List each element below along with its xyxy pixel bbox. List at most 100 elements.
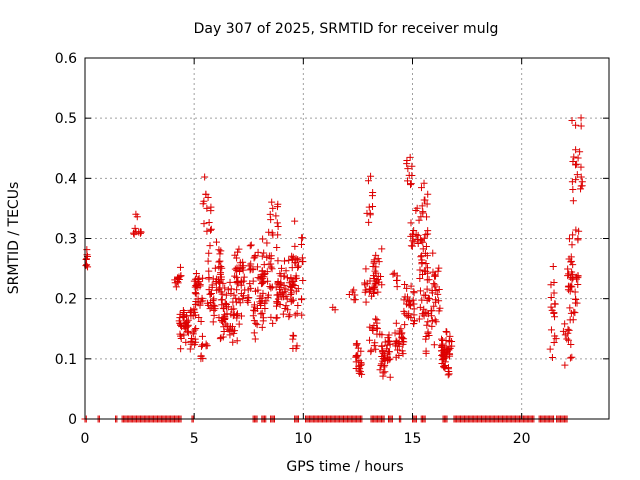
data-point <box>374 255 382 263</box>
data-point <box>393 338 401 346</box>
data-point <box>288 255 296 263</box>
data-point <box>424 190 432 198</box>
data-point <box>361 288 369 296</box>
data-point <box>197 318 205 326</box>
data-point <box>423 252 431 260</box>
data-point <box>276 301 284 309</box>
data-point <box>287 291 295 299</box>
data-point <box>213 238 221 246</box>
data-point <box>284 306 292 314</box>
data-point <box>398 347 406 355</box>
data-point <box>200 220 208 228</box>
data-point <box>410 305 418 313</box>
data-point <box>250 329 258 337</box>
data-point <box>362 265 370 273</box>
data-point <box>378 245 386 253</box>
data-point <box>404 165 412 173</box>
data-point <box>206 290 214 298</box>
data-point <box>203 227 211 235</box>
data-point <box>407 181 415 189</box>
data-point <box>429 268 437 276</box>
data-point <box>370 275 378 283</box>
data-point <box>236 299 244 307</box>
data-point <box>188 334 196 342</box>
data-point <box>569 261 577 269</box>
y-tick-label: 0.3 <box>55 232 77 248</box>
data-point <box>550 309 558 317</box>
data-point <box>391 340 399 348</box>
data-point <box>373 324 381 332</box>
data-point <box>351 296 359 304</box>
data-point <box>176 320 184 328</box>
data-point <box>385 331 393 339</box>
data-point <box>201 173 209 181</box>
data-point <box>438 342 446 350</box>
data-point <box>365 203 373 211</box>
data-point <box>566 304 574 312</box>
data-point <box>403 157 411 165</box>
data-point <box>416 303 424 311</box>
data-point <box>434 267 442 275</box>
data-point <box>267 313 275 321</box>
data-point <box>277 272 285 280</box>
data-point <box>240 292 248 300</box>
data-point <box>210 295 218 303</box>
data-point <box>258 267 266 275</box>
data-point <box>561 320 569 328</box>
data-point <box>392 319 400 327</box>
data-point <box>355 362 363 370</box>
data-point <box>217 247 225 255</box>
data-point <box>217 288 225 296</box>
data-point <box>233 254 241 262</box>
y-tick-label: 0.5 <box>55 111 77 127</box>
data-point <box>198 341 206 349</box>
data-point <box>572 161 580 169</box>
data-point <box>401 321 409 329</box>
data-point <box>279 310 287 318</box>
data-point <box>572 295 580 303</box>
data-point <box>396 327 404 335</box>
data-point <box>442 328 450 336</box>
data-point <box>405 301 413 309</box>
data-point <box>293 309 301 317</box>
data-point <box>386 373 394 381</box>
data-point <box>232 298 240 306</box>
data-point <box>568 353 576 361</box>
data-point <box>196 281 204 289</box>
data-point <box>565 336 573 344</box>
data-point <box>172 283 180 291</box>
data-point <box>254 248 262 256</box>
data-point <box>247 241 255 249</box>
data-point <box>550 279 558 287</box>
data-point <box>574 281 582 289</box>
data-point <box>257 280 265 288</box>
data-point <box>401 293 409 301</box>
data-point <box>408 172 416 180</box>
data-point <box>233 337 241 345</box>
data-point <box>366 211 374 219</box>
data-point <box>268 265 276 273</box>
data-point <box>190 305 198 313</box>
data-point <box>253 305 261 313</box>
data-point <box>568 178 576 186</box>
data-point <box>288 296 296 304</box>
y-tick-label: 0.1 <box>55 352 77 368</box>
data-point <box>569 185 577 193</box>
data-point <box>407 242 415 250</box>
data-point <box>269 319 277 327</box>
data-point <box>257 273 265 281</box>
data-point <box>564 325 572 333</box>
data-point <box>401 281 409 289</box>
data-point <box>297 295 305 303</box>
data-point <box>385 348 393 356</box>
data-point <box>432 298 440 306</box>
data-point <box>367 346 375 354</box>
data-point <box>547 303 555 311</box>
data-point <box>563 335 571 343</box>
data-point <box>435 264 443 272</box>
data-point <box>238 312 246 320</box>
data-point <box>565 255 573 263</box>
data-point <box>235 245 243 253</box>
data-point <box>245 262 253 270</box>
